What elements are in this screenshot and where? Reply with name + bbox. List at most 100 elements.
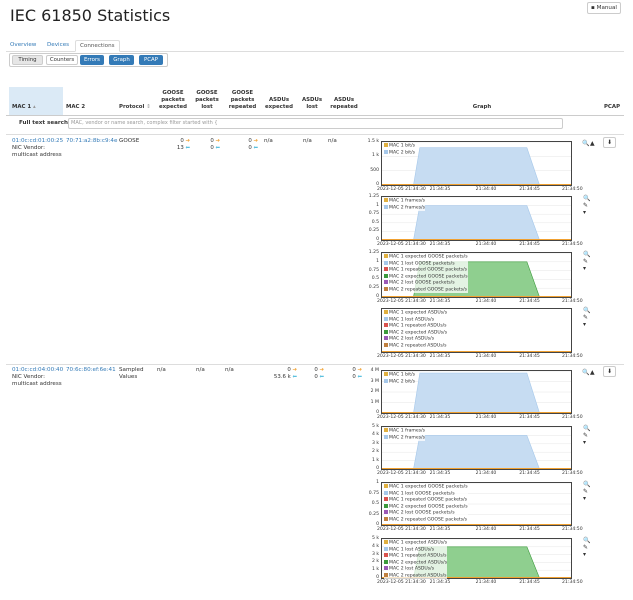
- pan-icon[interactable]: ✎: [583, 488, 589, 495]
- row1-mac1-link[interactable]: 01:0c:cd:01:00:25: [12, 138, 64, 144]
- legend-entry[interactable]: MAC 1 lost ASDUs/s: [384, 546, 448, 553]
- legend-entry[interactable]: MAC 2 expected GOOSE packets/s: [384, 273, 468, 280]
- legend-entry[interactable]: MAC 2 lost ASDUs/s: [384, 336, 448, 343]
- legend-entry[interactable]: MAC 1 expected ASDUs/s: [384, 310, 448, 317]
- goose-expected-column-header[interactable]: GOOSE packets expected: [156, 90, 190, 111]
- legend-entry[interactable]: MAC 1 frames/s: [384, 198, 426, 205]
- legend-entry[interactable]: MAC 2 expected GOOSE packets/s: [384, 503, 468, 510]
- legend-swatch: [384, 149, 388, 154]
- mac2-column-header[interactable]: MAC 2: [66, 104, 86, 110]
- zoom-icon[interactable]: 🔍: [583, 537, 591, 544]
- menu-icon[interactable]: ▾: [583, 495, 587, 502]
- zoom-icon[interactable]: 🔍: [583, 481, 591, 488]
- legend-entry[interactable]: MAC 2 repeated GOOSE packets/s: [384, 516, 468, 523]
- y-tick-label: 0: [376, 466, 379, 471]
- pan-icon[interactable]: ✎: [583, 202, 589, 209]
- legend-swatch: [384, 540, 388, 544]
- menu-icon[interactable]: ▾: [583, 439, 587, 446]
- legend-entry[interactable]: MAC 1 lost ASDUs/s: [384, 316, 448, 323]
- legend-entry[interactable]: MAC 1 repeated GOOSE packets/s: [384, 267, 468, 274]
- goose-lost-column-header[interactable]: GOOSE packets lost: [193, 90, 221, 111]
- zoom-icon[interactable]: 🔍: [582, 140, 590, 147]
- legend-label: MAC 1 lost GOOSE packets/s: [389, 261, 455, 266]
- x-tick-label: 21:34:50: [562, 471, 583, 476]
- row2-mac2-link[interactable]: 70:6c:80:ef:6e:41: [66, 367, 116, 373]
- legend-swatch: [384, 323, 388, 327]
- legend-entry[interactable]: MAC 1 expected ASDUs/s: [384, 540, 448, 547]
- area-chart-icon[interactable]: ▲: [590, 369, 595, 376]
- goose-repeated-column-header[interactable]: GOOSE packets repeated: [225, 90, 260, 111]
- y-tick-label: 0.25: [368, 228, 379, 234]
- legend-swatch: [384, 204, 388, 209]
- legend-entry[interactable]: MAC 1 repeated GOOSE packets/s: [384, 497, 468, 504]
- asdus-repeated-column-header[interactable]: ASDUs repeated: [326, 97, 362, 111]
- legend-entry[interactable]: MAC 1 repeated ASDUs/s: [384, 323, 448, 330]
- menu-icon[interactable]: ▾: [583, 209, 587, 216]
- timing-button[interactable]: Timing: [12, 55, 43, 65]
- zoom-icon[interactable]: 🔍: [583, 251, 591, 258]
- chart-legend: MAC 1 frames/s MAC 2 frames/s: [384, 198, 426, 211]
- x-tick-label: 2023-12-05 21:34:30: [377, 471, 426, 476]
- row1-mac2-link[interactable]: 70:71:a2:8b:c9:4e: [66, 138, 118, 144]
- legend-entry[interactable]: MAC 2 repeated ASDUs/s: [384, 342, 448, 349]
- legend-entry[interactable]: MAC 2 repeated GOOSE packets/s: [384, 286, 468, 293]
- pan-icon[interactable]: ✎: [583, 544, 589, 551]
- row1-download-pcap-button[interactable]: ⬇: [603, 137, 616, 148]
- row2-asdus-lost-mac2-value: 0: [314, 374, 318, 380]
- legend-entry[interactable]: MAC 2 expected ASDUs/s: [384, 329, 448, 336]
- pan-icon[interactable]: ✎: [583, 432, 589, 439]
- legend-entry[interactable]: MAC 2 frames/s: [384, 204, 426, 211]
- menu-icon[interactable]: ▾: [583, 551, 587, 558]
- protocol-column-header[interactable]: Protocol ⇕: [119, 104, 151, 111]
- asdus-lost-column-header[interactable]: ASDUs lost: [301, 97, 323, 111]
- x-tick-label: 21:34:50: [562, 299, 583, 304]
- chart-5: [381, 370, 572, 414]
- pan-icon[interactable]: ✎: [583, 258, 589, 265]
- asdus-expected-column-header[interactable]: ASDUs expected: [262, 97, 296, 111]
- zoom-icon[interactable]: 🔍: [583, 425, 591, 432]
- legend-entry[interactable]: MAC 1 lost GOOSE packets/s: [384, 490, 468, 497]
- row2-asdus-expected-mac1: 0 ➔: [262, 367, 297, 373]
- legend-entry[interactable]: MAC 1 frames/s: [384, 428, 426, 435]
- legend-entry[interactable]: MAC 1 bit/s: [384, 372, 416, 379]
- legend-entry[interactable]: MAC 1 repeated ASDUs/s: [384, 553, 448, 560]
- pan-icon[interactable]: ✎: [583, 314, 589, 321]
- arrow-right-icon: ➔: [292, 367, 297, 373]
- legend-entry[interactable]: MAC 2 repeated ASDUs/s: [384, 572, 448, 579]
- y-tick-label: 0.25: [368, 511, 379, 517]
- legend-entry[interactable]: MAC 2 lost GOOSE packets/s: [384, 510, 468, 517]
- legend-entry[interactable]: MAC 2 expected ASDUs/s: [384, 559, 448, 566]
- legend-entry[interactable]: MAC 1 expected GOOSE packets/s: [384, 484, 468, 491]
- row2-mac1-link[interactable]: 01:0c:cd:04:00:40: [12, 367, 64, 373]
- tab-connections[interactable]: Connections: [75, 40, 120, 52]
- legend-swatch: [384, 342, 388, 347]
- zoom-icon[interactable]: 🔍: [582, 369, 590, 376]
- legend-entry[interactable]: MAC 2 bit/s: [384, 149, 416, 156]
- legend-entry[interactable]: MAC 2 frames/s: [384, 434, 426, 441]
- area-chart-icon[interactable]: ▲: [590, 140, 595, 147]
- legend-swatch: [384, 503, 388, 508]
- legend-swatch: [384, 516, 388, 521]
- legend-entry[interactable]: MAC 1 lost GOOSE packets/s: [384, 260, 468, 267]
- pcap-button[interactable]: PCAP: [139, 55, 163, 65]
- counters-button[interactable]: Counters: [46, 55, 78, 65]
- graph-button[interactable]: Graph: [109, 55, 134, 65]
- y-tick-label: 4 M: [370, 368, 379, 373]
- row2-download-pcap-button[interactable]: ⬇: [603, 366, 616, 377]
- full-text-search-input[interactable]: MAC, vendor or name search, complex filt…: [68, 118, 563, 129]
- tab-overview[interactable]: Overview: [10, 42, 37, 48]
- legend-entry[interactable]: MAC 2 lost GOOSE packets/s: [384, 280, 468, 287]
- mac1-column-header[interactable]: MAC 1 ▴: [12, 104, 36, 111]
- goose-repeated-header-line2: packets: [230, 97, 255, 103]
- menu-icon[interactable]: ▾: [583, 265, 587, 272]
- legend-entry[interactable]: MAC 2 bit/s: [384, 378, 416, 385]
- menu-icon[interactable]: ▾: [583, 321, 587, 328]
- manual-button[interactable]: ▪ Manual: [587, 2, 621, 14]
- legend-entry[interactable]: MAC 1 expected GOOSE packets/s: [384, 254, 468, 261]
- errors-button[interactable]: Errors: [80, 55, 104, 65]
- zoom-icon[interactable]: 🔍: [583, 307, 591, 314]
- legend-entry[interactable]: MAC 1 bit/s: [384, 143, 416, 150]
- legend-entry[interactable]: MAC 2 lost ASDUs/s: [384, 566, 448, 573]
- tab-devices[interactable]: Devices: [47, 42, 70, 48]
- zoom-icon[interactable]: 🔍: [583, 195, 591, 202]
